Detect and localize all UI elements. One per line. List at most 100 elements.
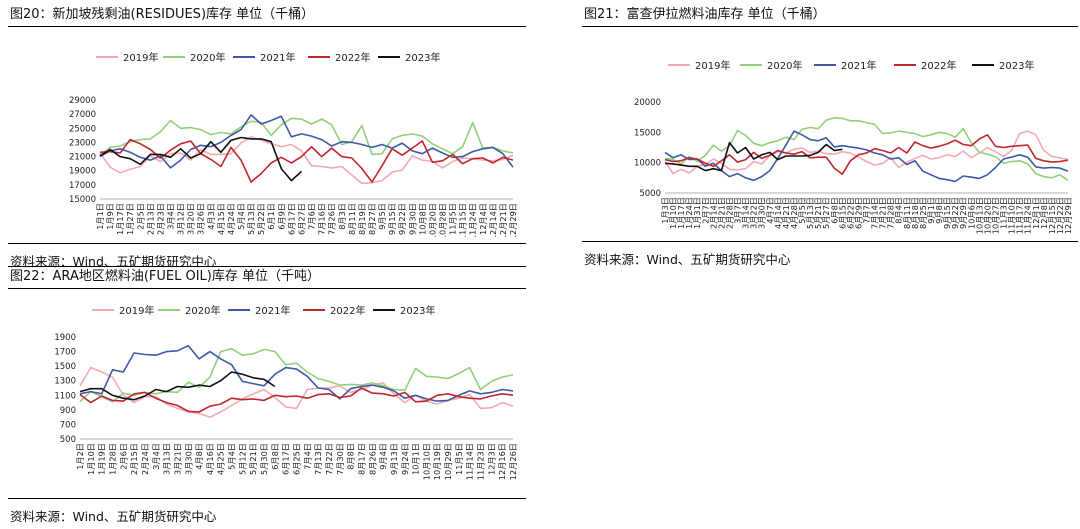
x-tick-label: 9月29日 xyxy=(958,197,968,229)
singapore-residues-chart: 2019年 2020年 2021年 2022年 2023年 15000 17000 19000… xyxy=(69,51,518,237)
x-tick-label: 5月21日 xyxy=(813,197,823,229)
x-tick-label: 10月29日 xyxy=(443,443,453,480)
x-tick-label: 1月17日 xyxy=(676,197,686,229)
x-tick-label: 4月28日 xyxy=(789,197,799,229)
y-tick-label: 10000 xyxy=(634,159,661,169)
series-line xyxy=(79,347,514,403)
chart-title: 图21：富查伊拉燃料油库存 单位（千桶） xyxy=(584,7,826,22)
x-tick-label: 9月1日 xyxy=(926,197,936,224)
source-note: 资料来源：Wind、五矿期货研究中心 xyxy=(10,509,217,524)
x-tick-label: 1月19日 xyxy=(97,443,107,475)
x-tick-label: 9月13日 xyxy=(389,443,399,475)
x-tick-label: 3月4日 xyxy=(151,443,161,470)
x-tick-label: 1月1日 xyxy=(95,203,105,230)
x-tick-label: 10月1日 xyxy=(411,443,421,475)
x-tick-label: 6月8日 xyxy=(270,443,280,470)
x-tick-label: 12月26日 xyxy=(508,443,518,480)
x-tick-label: 11月23日 xyxy=(476,443,486,480)
series-line xyxy=(79,344,514,402)
source-note: 资料来源：Wind、五矿期货研究中心 xyxy=(584,252,791,267)
x-tick-label: 1月24日 xyxy=(684,197,694,229)
series-line xyxy=(99,138,514,183)
y-tick-label: 1700 xyxy=(54,348,76,358)
legend-label: 2021年 xyxy=(255,304,290,317)
x-tick-label: 5月21日 xyxy=(248,443,258,475)
x-tick-label: 3月22日 xyxy=(749,197,759,229)
x-tick-label: 9月8日 xyxy=(934,197,944,224)
y-tick-label: 700 xyxy=(60,420,76,430)
chart-title: 图20：新加坡残剩油(RESIDUES)库存 单位（千桶） xyxy=(10,7,315,22)
x-tick-label: 9月24日 xyxy=(400,443,410,475)
x-tick-label: 7月13日 xyxy=(313,443,323,475)
x-tick-label: 7月22日 xyxy=(324,443,334,475)
series-line xyxy=(99,136,303,182)
x-tick-label: 11月5日 xyxy=(448,203,458,235)
ara-fuel-oil-chart: 2019年 2020年 2021年 2022年 2023年 500 700 900 1100 13… xyxy=(54,304,518,480)
x-tick-label: 1月10日 xyxy=(86,443,96,475)
title-divider xyxy=(8,288,526,289)
legend-label: 2020年 xyxy=(767,59,802,72)
x-tick-label: 12月29日 xyxy=(1063,197,1073,234)
x-tick-label: 11月17日 xyxy=(1015,197,1025,234)
fujairah-fuel-oil-chart: 2019年 2020年 2021年 2022年 2023年 5000 10000 15000 2… xyxy=(634,59,1073,234)
legend-label: 2021年 xyxy=(260,51,295,64)
x-tick-label: 4月15日 xyxy=(216,203,226,235)
x-tick-label: 12月4日 xyxy=(478,203,488,235)
chart-title: 图22：ARA地区燃料油(FUEL OIL)库存 单位（千吨） xyxy=(10,269,321,284)
title-divider xyxy=(582,26,1078,27)
x-tick-label: 7月6日 xyxy=(307,203,317,230)
x-tick-label: 8月17日 xyxy=(356,443,366,475)
x-tick-label: 5月4日 xyxy=(227,443,237,470)
x-tick-label: 12月15日 xyxy=(1047,197,1057,234)
x-tick-label: 4月24日 xyxy=(226,203,236,235)
series-line xyxy=(664,130,1069,175)
x-tick-label: 12月8日 xyxy=(1039,197,1049,229)
x-tick-label: 3月26日 xyxy=(196,203,206,235)
chart-panel-2: 图21：富查伊拉燃料油库存 单位（千桶） 2019年 2020年 2021年 2022… xyxy=(582,7,1078,268)
series-line xyxy=(664,117,1069,181)
y-tick-label: 23000 xyxy=(69,138,96,148)
legend-label: 2021年 xyxy=(841,59,876,72)
x-tick-label: 3月4日 xyxy=(166,203,176,230)
x-tick-label: 9月30日 xyxy=(407,203,417,235)
x-tick-label: 6月9日 xyxy=(276,203,286,230)
x-tick-label: 10月6日 xyxy=(966,197,976,229)
y-tick-label: 29000 xyxy=(69,96,96,106)
legend-label: 2019年 xyxy=(695,59,730,72)
x-tick-label: 6月17日 xyxy=(281,443,291,475)
x-tick-label: 12月3日 xyxy=(486,443,496,475)
legend-label: 2020年 xyxy=(190,51,225,64)
x-tick-label: 5月22日 xyxy=(256,203,266,235)
x-tick-label: 1月28日 xyxy=(107,443,117,475)
x-tick-label: 4月16日 xyxy=(205,443,215,475)
x-tick-label: 4月8日 xyxy=(194,443,204,470)
x-tick-label: 5月27日 xyxy=(821,197,831,229)
x-tick-label: 7月14日 xyxy=(870,197,880,229)
x-tick-label: 8月11日 xyxy=(347,203,357,235)
legend-label: 2023年 xyxy=(999,59,1034,72)
y-tick-label: 15000 xyxy=(634,128,661,138)
x-tick-label: 10月20日 xyxy=(982,197,992,234)
x-tick-label: 6月22日 xyxy=(845,197,855,229)
x-tick-label: 1月9日 xyxy=(105,203,115,230)
x-tick-label: 4月25日 xyxy=(216,443,226,475)
legend-label: 2022年 xyxy=(330,304,365,317)
legend-label: 2023年 xyxy=(405,51,440,64)
x-tick-label: 11月15日 xyxy=(458,203,468,237)
y-tick-label: 19000 xyxy=(69,167,96,177)
series-line xyxy=(664,141,843,172)
legend-label: 2019年 xyxy=(123,51,158,64)
x-tick-label: 6月25日 xyxy=(292,443,302,475)
x-tick-label: 11月24日 xyxy=(468,203,478,237)
x-tick-label: 3月12日 xyxy=(176,203,186,235)
x-tick-label: 9月5日 xyxy=(377,203,387,230)
x-tick-label: 4月21日 xyxy=(781,197,791,229)
x-tick-label: 6月29日 xyxy=(853,197,863,229)
x-tick-label: 8月25日 xyxy=(918,197,928,229)
x-tick-label: 8月11日 xyxy=(902,197,912,229)
x-tick-label: 2月24日 xyxy=(140,443,150,475)
x-tick-label: 5月13日 xyxy=(246,203,256,235)
source-divider xyxy=(8,498,526,499)
x-tick-label: 2月7日 xyxy=(700,197,710,224)
source-note: 资料来源：Wind、五矿期货研究中心 xyxy=(10,254,217,269)
